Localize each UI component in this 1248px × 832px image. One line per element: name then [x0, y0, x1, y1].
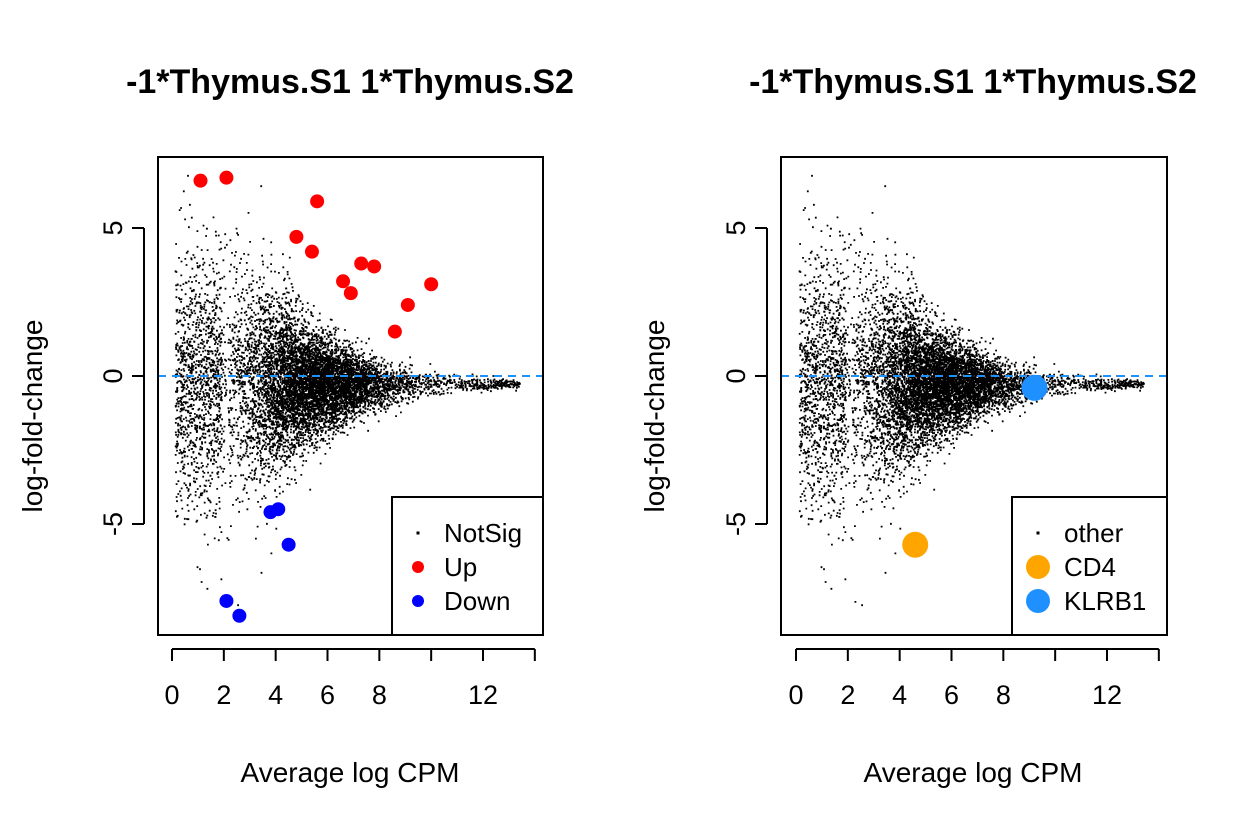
point-down [232, 608, 247, 623]
y-tick-label: -5 [98, 512, 128, 536]
y-axis: -5 0 5 [98, 220, 145, 536]
x-tick-label: 2 [216, 680, 231, 710]
point-up [193, 173, 208, 188]
y-tick-label: 0 [98, 368, 128, 383]
legend-marker-cd4 [1026, 555, 1050, 579]
point-up [289, 229, 304, 244]
point-cloud [174, 174, 521, 607]
legend: NotSig Up Down [391, 496, 544, 636]
x-tick-label: 6 [944, 680, 959, 710]
background-points-notsig [174, 174, 521, 607]
x-tick-label: 12 [1092, 680, 1122, 710]
point-cd4 [902, 531, 929, 558]
y-tick-label: 5 [721, 220, 751, 235]
point-up [424, 277, 439, 292]
x-tick-label: 2 [840, 680, 855, 710]
series-down [219, 502, 296, 623]
legend-marker-other [1036, 531, 1040, 535]
point-down [263, 505, 278, 520]
y-axis: -5 0 5 [721, 220, 768, 536]
point-up [304, 244, 319, 259]
chart-title: -1*Thymus.S1 1*Thymus.S2 [749, 63, 1197, 101]
point-down [219, 593, 234, 608]
point-up [387, 324, 402, 339]
series-klrb1 [1021, 374, 1048, 401]
y-tick-label: 5 [98, 220, 128, 235]
legend-label-other: other [1064, 518, 1124, 548]
x-tick-label: 4 [268, 680, 283, 710]
legend-label-down: Down [444, 586, 510, 616]
y-axis-label: log-fold-change [639, 319, 670, 512]
series-cd4 [902, 531, 929, 558]
x-axis-label: Average log CPM [864, 757, 1083, 788]
x-tick-label: 12 [468, 680, 498, 710]
legend-marker-up [412, 561, 424, 573]
x-axis: 0 2 4 6 8 12 [164, 648, 536, 710]
x-axis-label: Average log CPM [241, 757, 460, 788]
legend-marker-klrb1 [1026, 589, 1050, 613]
x-axis: 0 2 4 6 8 12 [788, 648, 1160, 710]
point-up [310, 194, 325, 209]
point-up [367, 259, 382, 274]
y-tick-label: -5 [721, 512, 751, 536]
point-up [354, 256, 369, 271]
x-tick-label: 0 [788, 680, 803, 710]
chart-title: -1*Thymus.S1 1*Thymus.S2 [126, 63, 574, 101]
plot-frame [157, 156, 544, 636]
x-tick-label: 8 [372, 680, 387, 710]
y-axis-label: log-fold-change [17, 319, 48, 512]
x-tick-label: 4 [892, 680, 907, 710]
point-cloud [798, 174, 1145, 607]
legend: other CD4 KLRB1 [1011, 496, 1168, 636]
legend-label-notsig: NotSig [444, 518, 522, 548]
x-tick-label: 0 [164, 680, 179, 710]
series-up [193, 170, 439, 339]
point-up [219, 170, 234, 185]
legend-label-up: Up [444, 552, 477, 582]
legend-label-klrb1: KLRB1 [1064, 586, 1146, 616]
legend-marker-notsig [416, 531, 420, 535]
x-tick-label: 6 [320, 680, 335, 710]
point-up [336, 274, 351, 289]
ma-plot-panel-2: -1*Thymus.S1 1*Thymus.S2 0 2 4 6 8 12 Average l… [639, 63, 1197, 788]
point-down [281, 537, 296, 552]
point-klrb1 [1021, 374, 1048, 401]
plot-frame [780, 156, 1168, 636]
ma-plot-panel-1: -1*Thymus.S1 1*Thymus.S2 0 2 4 6 8 12 Average l… [17, 63, 574, 788]
background-points-other [798, 174, 1145, 607]
point-up [400, 297, 415, 312]
legend-marker-down [412, 595, 424, 607]
point-up [343, 286, 358, 301]
y-tick-label: 0 [721, 368, 751, 383]
legend-label-cd4: CD4 [1064, 552, 1116, 582]
x-tick-label: 8 [996, 680, 1011, 710]
